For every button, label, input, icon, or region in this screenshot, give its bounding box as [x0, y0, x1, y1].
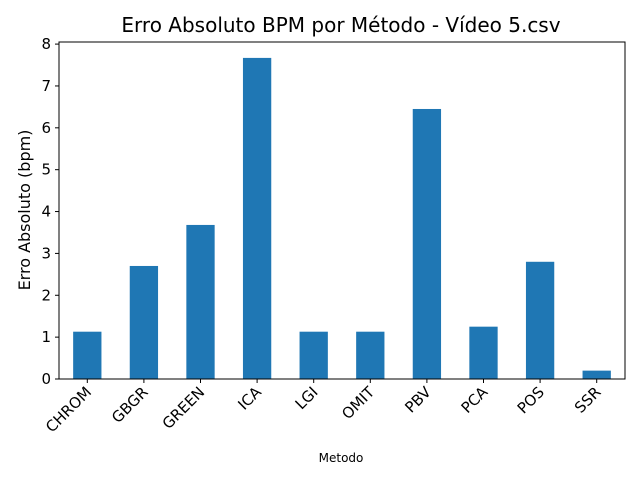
- y-tick-label: 6: [41, 119, 51, 137]
- y-tick-label: 8: [41, 35, 51, 53]
- chart-title: Erro Absoluto BPM por Método - Vídeo 5.c…: [121, 13, 560, 37]
- bar-lgi: [299, 331, 328, 379]
- bar-green: [186, 224, 215, 379]
- x-tick-label: CHROM: [42, 383, 95, 436]
- y-tick-label: 4: [41, 203, 51, 221]
- y-axis-ticks: 0 1 2 3 4 5 6 7 8: [41, 35, 59, 388]
- bar-gbgr: [129, 265, 159, 379]
- y-tick-label: 0: [41, 370, 51, 388]
- x-tick-label: POS: [514, 383, 548, 417]
- y-tick-label: 7: [41, 77, 51, 95]
- y-tick-label: 1: [41, 328, 51, 346]
- bar-pca: [469, 326, 498, 379]
- x-tick-label: PBV: [401, 383, 435, 417]
- bar-pos: [525, 261, 555, 379]
- x-tick-label: PCA: [458, 383, 492, 417]
- x-tick-label: LGI: [292, 383, 322, 413]
- x-axis-ticks: CHROM GBGR GREEN ICA LGI OMIT PBV PCA POS SSR: [42, 379, 605, 436]
- x-tick-label: GBGR: [108, 383, 152, 427]
- plot-frame: [58, 41, 626, 380]
- bar-omit: [356, 331, 385, 379]
- y-tick-label: 3: [41, 244, 51, 262]
- bar-pbv: [412, 108, 442, 379]
- y-tick-label: 5: [41, 161, 51, 179]
- bar-ssr: [582, 370, 611, 379]
- x-tick-label: SSR: [571, 383, 605, 417]
- bar-ica: [242, 57, 272, 379]
- x-tick-label: GREEN: [159, 383, 209, 433]
- x-tick-label: ICA: [234, 383, 265, 414]
- y-axis-label: Erro Absoluto (bpm): [15, 130, 34, 291]
- x-tick-label: OMIT: [338, 383, 378, 423]
- x-axis-label: Metodo: [319, 451, 364, 465]
- bars-group: [73, 57, 611, 379]
- bar-chrom: [73, 331, 102, 379]
- y-tick-label: 2: [41, 286, 51, 304]
